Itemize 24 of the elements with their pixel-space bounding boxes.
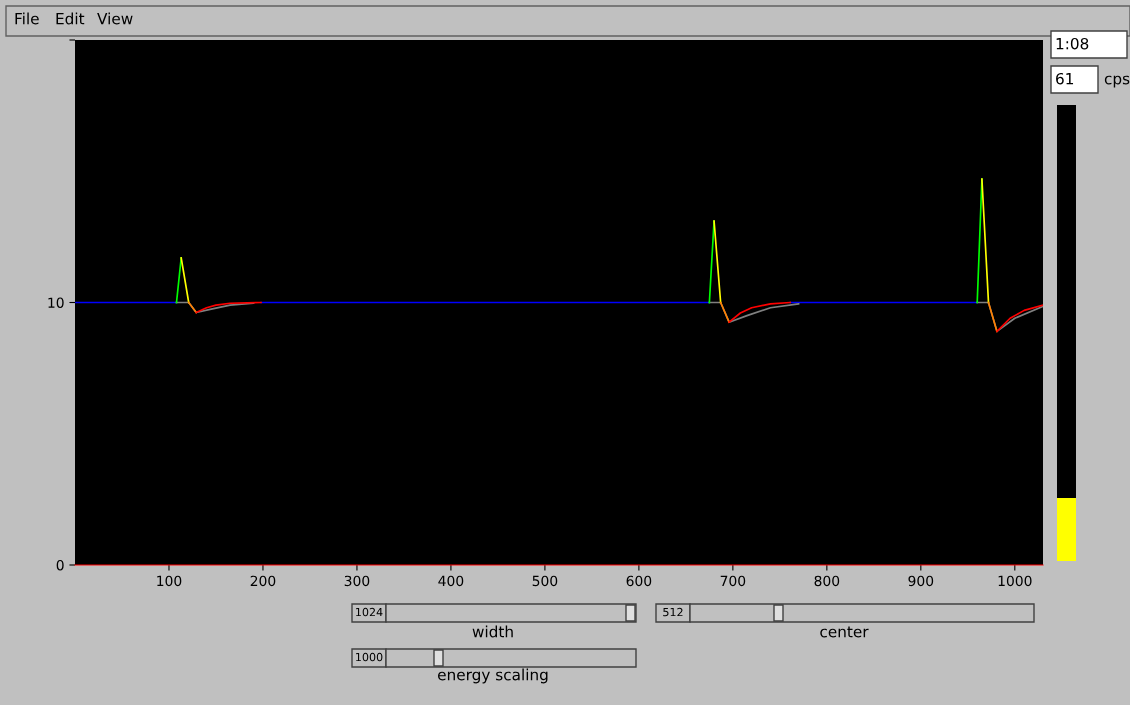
x-tick-label: 400 bbox=[438, 575, 464, 587]
x-tick-label: 100 bbox=[157, 575, 182, 587]
y-tick-label: 0 bbox=[56, 559, 64, 571]
x-tick-label: 500 bbox=[532, 575, 558, 587]
text: center bbox=[820, 626, 869, 638]
text: cps bbox=[1104, 75, 1130, 88]
x-tick-label: 300 bbox=[344, 575, 370, 587]
x-tick-label: 900 bbox=[908, 575, 934, 587]
text: 1024 bbox=[356, 607, 383, 617]
text: Edit bbox=[56, 12, 85, 25]
text: 1:08 bbox=[1056, 37, 1089, 50]
text: View bbox=[97, 12, 133, 25]
x-tick-label: 1000 bbox=[998, 575, 1032, 587]
x-tick-label: 800 bbox=[814, 575, 840, 587]
text: energy scaling bbox=[438, 668, 548, 684]
text: 61 bbox=[1056, 72, 1074, 85]
text: 1000 bbox=[356, 652, 383, 662]
y-tick-label: 10 bbox=[48, 297, 64, 308]
text: 512 bbox=[663, 607, 683, 617]
text: File bbox=[15, 12, 39, 25]
text: width bbox=[472, 625, 513, 638]
x-tick-label: 700 bbox=[720, 575, 746, 587]
x-tick-label: 600 bbox=[626, 575, 652, 587]
x-tick-label: 200 bbox=[250, 575, 276, 587]
